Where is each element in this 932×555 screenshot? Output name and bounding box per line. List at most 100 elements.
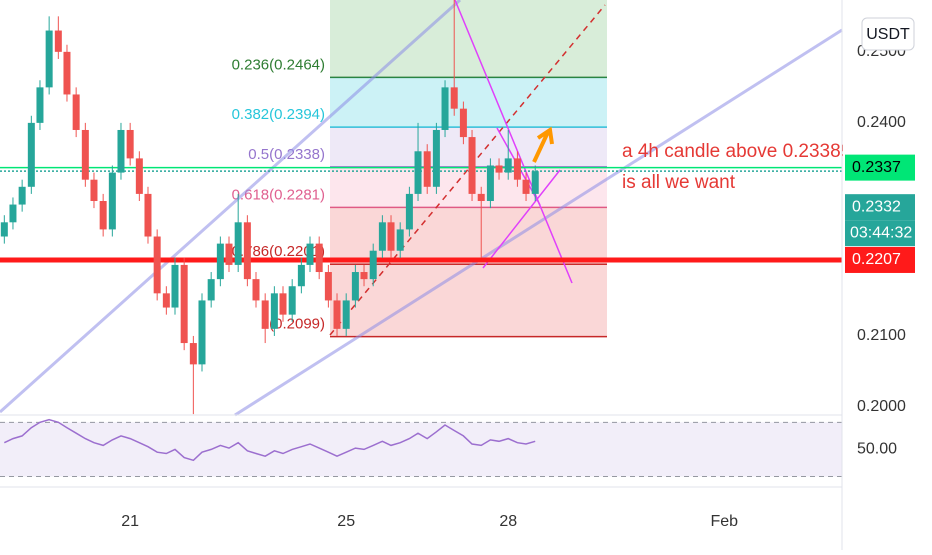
currency-button[interactable] bbox=[861, 17, 915, 51]
x-tick-label: 21 bbox=[121, 513, 139, 530]
trend-line bbox=[0, 0, 462, 414]
fib-label: 0.236(0.2464) bbox=[232, 56, 325, 73]
candle-body bbox=[279, 293, 287, 315]
candle-body bbox=[495, 165, 503, 173]
candle-body bbox=[243, 222, 251, 280]
rsi-band bbox=[0, 422, 842, 477]
candle-body bbox=[72, 94, 80, 130]
candle-body bbox=[18, 186, 26, 205]
candle-body bbox=[180, 264, 188, 344]
trend-line bbox=[234, 28, 843, 417]
candle-body bbox=[0, 222, 8, 237]
candle-body bbox=[45, 30, 53, 88]
rsi-tick-label: 50.00 bbox=[857, 441, 897, 458]
candle-body bbox=[504, 158, 512, 173]
trend-line bbox=[454, 0, 573, 284]
y-tick-label: 0.2000 bbox=[857, 398, 906, 415]
candle-body bbox=[54, 30, 62, 52]
x-tick-label: 28 bbox=[499, 513, 517, 530]
arrow-icon bbox=[532, 126, 554, 163]
x-tick-label: 25 bbox=[337, 513, 355, 530]
candle-body bbox=[81, 129, 89, 180]
candle-body bbox=[108, 172, 116, 230]
fib-label: 1(0.2099) bbox=[261, 316, 325, 333]
x-tick-label: Feb bbox=[710, 513, 738, 530]
fib-zone bbox=[330, 0, 607, 78]
candle-body bbox=[153, 236, 161, 294]
currency-label[interactable]: USDT bbox=[866, 26, 910, 43]
candle-body bbox=[450, 87, 458, 109]
countdown: 03:44:32 bbox=[850, 224, 912, 241]
price-tag bbox=[845, 194, 915, 221]
candle-body bbox=[477, 193, 485, 202]
candle-body bbox=[315, 243, 323, 273]
candle-body bbox=[432, 129, 440, 187]
fib-label: 0.382(0.2394) bbox=[232, 106, 325, 123]
candle-body bbox=[369, 250, 377, 280]
candle-body bbox=[342, 300, 350, 329]
candle-body bbox=[135, 158, 143, 194]
fib-zone bbox=[330, 166, 607, 208]
candle-body bbox=[288, 286, 296, 315]
fib-zone bbox=[330, 77, 607, 128]
candle-body bbox=[414, 151, 422, 194]
candle-body bbox=[63, 51, 71, 95]
candle-body bbox=[252, 279, 260, 301]
candle-body bbox=[234, 222, 242, 265]
trend-line bbox=[482, 169, 561, 269]
price-tag bbox=[845, 246, 915, 273]
candle-body bbox=[468, 137, 476, 194]
price-tag-label: 0.2207 bbox=[852, 251, 901, 268]
candle-body bbox=[531, 171, 539, 194]
candle-body bbox=[297, 264, 305, 287]
candle-body bbox=[513, 158, 521, 180]
candle-body bbox=[324, 272, 332, 301]
price-axis-bg bbox=[843, 0, 932, 550]
candle-body bbox=[270, 293, 278, 329]
candle-body bbox=[126, 129, 134, 159]
price-tag bbox=[845, 154, 915, 181]
candle-body bbox=[9, 204, 17, 223]
annotation: a 4h candle above 0.23389 bbox=[622, 141, 851, 162]
candle-body bbox=[162, 293, 170, 308]
candle-body bbox=[117, 129, 125, 173]
candle-body bbox=[378, 222, 386, 251]
candle-body bbox=[459, 108, 467, 138]
fib-zone bbox=[330, 127, 607, 167]
rsi-line bbox=[3, 418, 536, 462]
candle-body bbox=[144, 193, 152, 237]
candle-body bbox=[198, 300, 206, 365]
candle-body bbox=[36, 87, 44, 123]
candle-body bbox=[423, 151, 431, 187]
candle-body bbox=[216, 243, 224, 280]
candle-body bbox=[306, 243, 314, 265]
countdown-tag bbox=[845, 220, 915, 247]
candle-body bbox=[333, 300, 341, 329]
plot-area: 0.236(0.2464)0.382(0.2394)0.5(0.2338)0.6… bbox=[0, 0, 851, 550]
fib-label: 0.786(0.2201) bbox=[232, 243, 325, 260]
candle-body bbox=[90, 179, 98, 202]
candle-body bbox=[387, 222, 395, 251]
candle-body bbox=[99, 201, 107, 230]
candle-body bbox=[189, 343, 197, 365]
y-tick-label: 0.2100 bbox=[857, 327, 906, 344]
trend-line bbox=[329, 4, 606, 336]
candle-body bbox=[207, 279, 215, 301]
price-tag-label: 0.2332 bbox=[852, 198, 901, 215]
y-tick-label: 0.2400 bbox=[857, 114, 906, 131]
candle-body bbox=[225, 243, 233, 265]
candle-body bbox=[522, 179, 530, 194]
candle-body bbox=[486, 165, 494, 202]
candle-body bbox=[261, 300, 269, 329]
fib-label: 0.618(0.2281) bbox=[232, 186, 325, 203]
candle-body bbox=[360, 272, 368, 280]
annotation: is all we want bbox=[622, 172, 736, 193]
candle-body bbox=[441, 87, 449, 130]
candle-body bbox=[171, 264, 179, 308]
candle-body bbox=[405, 193, 413, 230]
candle-body bbox=[351, 272, 359, 301]
candle-body bbox=[27, 122, 35, 187]
candle-body bbox=[396, 229, 404, 251]
